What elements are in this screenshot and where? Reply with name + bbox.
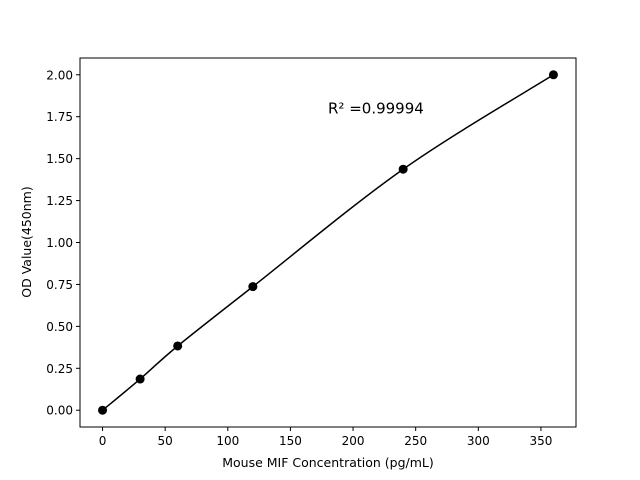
x-tick-label: 250 bbox=[404, 434, 427, 448]
x-tick-label: 200 bbox=[342, 434, 365, 448]
data-point bbox=[398, 164, 408, 174]
y-tick-label: 0.25 bbox=[46, 362, 73, 376]
y-tick-label: 1.00 bbox=[46, 236, 73, 250]
x-axis-label: Mouse MIF Concentration (pg/mL) bbox=[222, 455, 434, 470]
data-point bbox=[548, 70, 558, 80]
data-point bbox=[135, 374, 145, 384]
y-tick-label: 1.75 bbox=[46, 110, 73, 124]
y-tick-label: 0.50 bbox=[46, 320, 73, 334]
x-tick-label: 100 bbox=[216, 434, 239, 448]
x-tick-label: 50 bbox=[158, 434, 173, 448]
y-tick-label: 0.75 bbox=[46, 278, 73, 292]
y-tick-label: 1.50 bbox=[46, 152, 73, 166]
data-point bbox=[248, 282, 258, 292]
x-tick-label: 300 bbox=[467, 434, 490, 448]
data-point bbox=[98, 405, 108, 415]
y-tick-label: 1.25 bbox=[46, 194, 73, 208]
x-tick-label: 0 bbox=[99, 434, 107, 448]
data-point bbox=[173, 341, 183, 351]
y-tick-label: 2.00 bbox=[46, 68, 73, 82]
y-axis-label: OD Value(450nm) bbox=[19, 186, 34, 297]
x-tick-label: 350 bbox=[529, 434, 552, 448]
r-squared-annotation: R² =0.99994 bbox=[328, 99, 424, 117]
y-tick-label: 0.00 bbox=[46, 404, 73, 418]
x-tick-label: 150 bbox=[279, 434, 302, 448]
